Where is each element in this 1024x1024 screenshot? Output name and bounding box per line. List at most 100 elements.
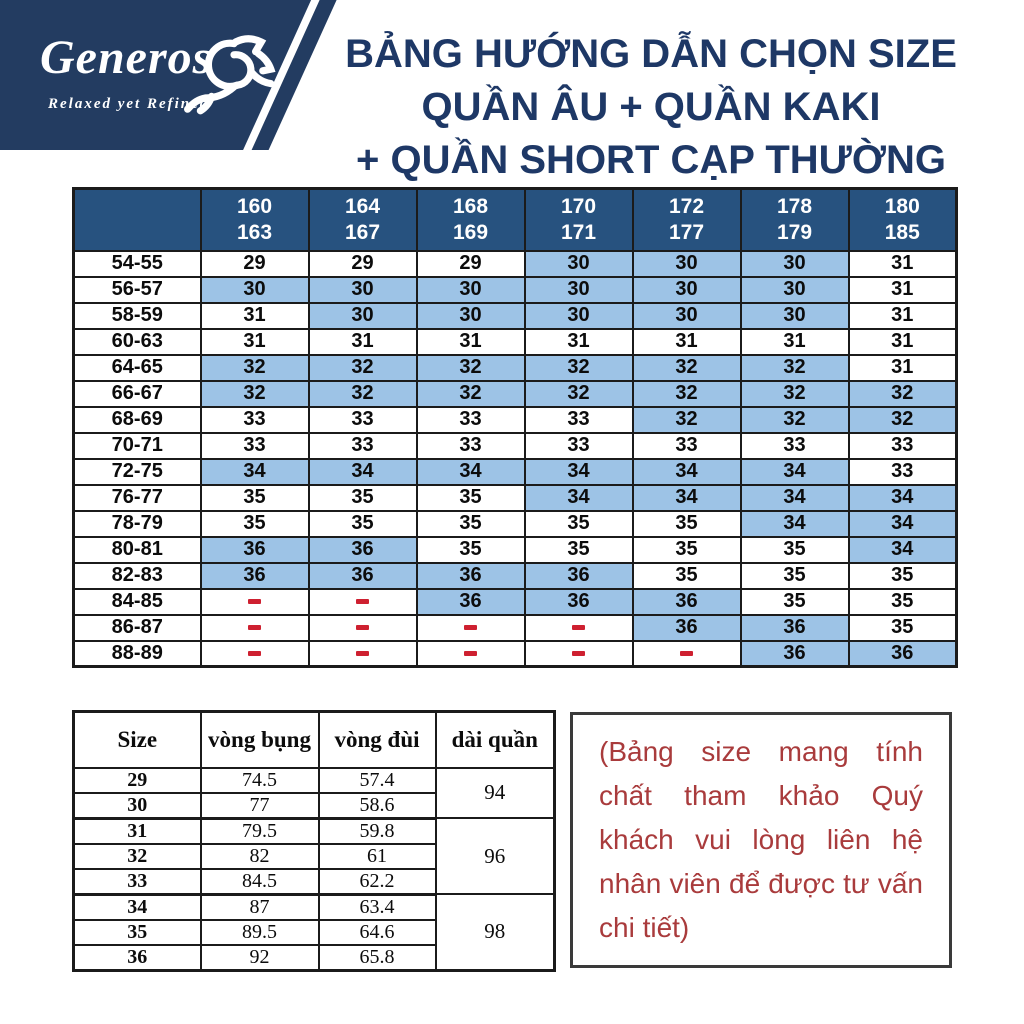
height-value: 179 [776,220,813,244]
size-cell: 30 [631,275,742,304]
no-size-cell [631,639,742,668]
size-cell: 33 [631,431,742,460]
size-cell: 33 [307,431,418,460]
size-cell: 30 [307,275,418,304]
no-size-cell [415,639,526,668]
dash-icon [356,625,369,631]
size-cell: 36 [199,535,310,564]
size-row: 58-59 31 30 30 30 30 30 31 [72,301,958,330]
size-cell: 31 [847,353,958,382]
size-cell: 32 [523,353,634,382]
size-cell: 32 [631,405,742,434]
weight-range-cell: 86-87 [72,613,202,642]
size-cell: 30 [307,301,418,330]
size-cell: 29 [307,249,418,278]
measurement-header: dài quần [434,710,556,769]
size-cell: 33 [415,431,526,460]
size-cell: 36 [631,587,742,616]
height-value: 178 [776,194,813,218]
waist-cell: 89.5 [199,918,320,946]
size-cell: 34 [523,457,634,486]
size-cell: 31 [199,301,310,330]
size-cell: 33 [523,405,634,434]
waist-cell: 79.5 [199,817,320,845]
size-cell: 32 [739,379,850,408]
thigh-cell: 65.8 [317,943,437,972]
dash-icon [464,625,477,631]
weight-range-cell: 56-57 [72,275,202,304]
weight-range-cell: 66-67 [72,379,202,408]
height-range-header: 178 179 [739,187,850,252]
size-cell: 33 [415,405,526,434]
size-cell: 32 [307,379,418,408]
size-cell: 35 [523,535,634,564]
thigh-cell: 62.2 [317,867,437,896]
size-cell: 33 [199,405,310,434]
no-size-cell [199,639,310,668]
measurement-row: 30 77 58.6 [72,791,555,820]
size-cell: 36 [415,587,526,616]
waist-cell: 92 [199,943,320,972]
height-value: 163 [236,220,273,244]
thigh-cell: 57.4 [317,766,437,794]
size-label-cell: 34 [72,893,202,921]
size-cell: 31 [739,327,850,356]
size-label-cell: 32 [72,842,202,870]
size-cell: 31 [415,327,526,356]
size-cell: 31 [847,301,958,330]
size-cell: 35 [631,561,742,590]
size-cell: 34 [739,483,850,512]
size-cell: 35 [631,509,742,538]
height-value: 164 [344,194,381,218]
height-value: 180 [884,194,920,218]
height-value: 167 [344,220,381,244]
weight-range-cell: 72-75 [72,457,202,486]
length-cell: 98 [434,893,556,971]
size-label-cell: 29 [72,766,202,794]
no-size-cell [523,639,634,668]
size-cell: 36 [523,561,634,590]
size-chart-table: 160 163 164 167 168 169 170 171 172 177 178 179 180 1… [72,187,958,668]
height-range-header: 168 169 [415,187,526,252]
note-box: (Bảng size mang tính chất tham khảo Quý … [570,712,952,968]
height-range-header: 160 163 [199,187,310,252]
size-label-cell: 35 [72,918,202,946]
size-cell: 34 [631,457,742,486]
size-cell: 35 [631,535,742,564]
title-line: QUẦN ÂU + QUẦN KAKI [421,85,881,129]
size-cell: 30 [523,275,634,304]
weight-range-cell: 88-89 [72,639,202,668]
size-cell: 35 [307,509,418,538]
size-cell: 31 [847,275,958,304]
size-cell: 34 [415,457,526,486]
height-value: 168 [452,194,489,218]
size-cell: 31 [847,249,958,278]
size-cell: 31 [199,327,310,356]
page-title: BẢNG HƯỚNG DẪN CHỌN SIZE QUẦN ÂU + QUẦN K… [298,28,1004,187]
size-row: 80-81 36 36 35 35 35 35 34 [72,535,958,564]
dash-icon [356,650,369,656]
measurement-header: vòng bụng [199,710,320,769]
size-cell: 30 [199,275,310,304]
size-cell: 33 [847,431,958,460]
size-cell: 33 [739,431,850,460]
thigh-cell: 61 [317,842,437,870]
weight-range-cell: 80-81 [72,535,202,564]
size-cell: 35 [739,561,850,590]
size-cell: 31 [307,327,418,356]
size-cell: 29 [415,249,526,278]
size-cell: 36 [415,561,526,590]
size-cell: 33 [847,457,958,486]
no-size-cell [307,639,418,668]
size-cell: 35 [739,535,850,564]
size-cell: 35 [415,483,526,512]
dash-icon [572,650,585,656]
thigh-cell: 59.8 [317,817,437,845]
height-value: 170 [560,194,597,218]
size-row: 82-83 36 36 36 36 35 35 35 [72,561,958,590]
dash-icon [464,650,477,656]
generos-logo: Generos Relaxed yet Refined [0,0,340,150]
measurement-row: 29 74.5 57.4 94 [72,766,556,819]
size-row: 84-85 36 36 36 35 35 [72,587,958,616]
thigh-cell: 64.6 [317,918,437,946]
